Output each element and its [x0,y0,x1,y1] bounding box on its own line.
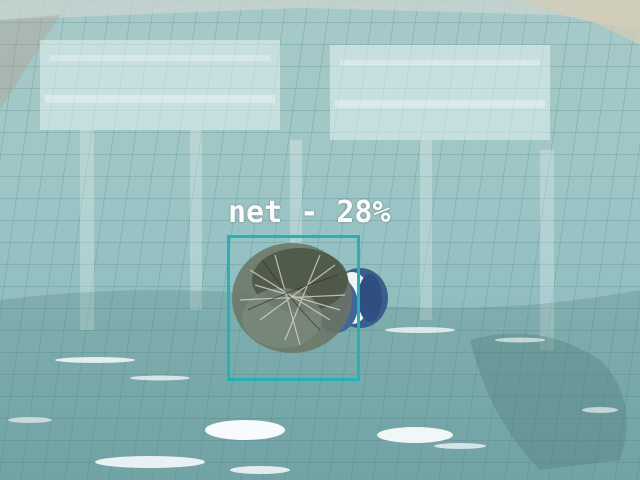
pool-wall-left [0,15,60,110]
window-reflections [40,40,550,140]
detection-bounding-box [227,235,360,381]
lane-shadows [0,290,640,480]
object-shadow [470,333,627,470]
pool-edge [0,0,640,30]
detection-label: net - 28% [228,195,391,230]
pool-wall-right [520,0,640,45]
floating-net-object [232,243,388,353]
sun-glints [8,327,618,474]
